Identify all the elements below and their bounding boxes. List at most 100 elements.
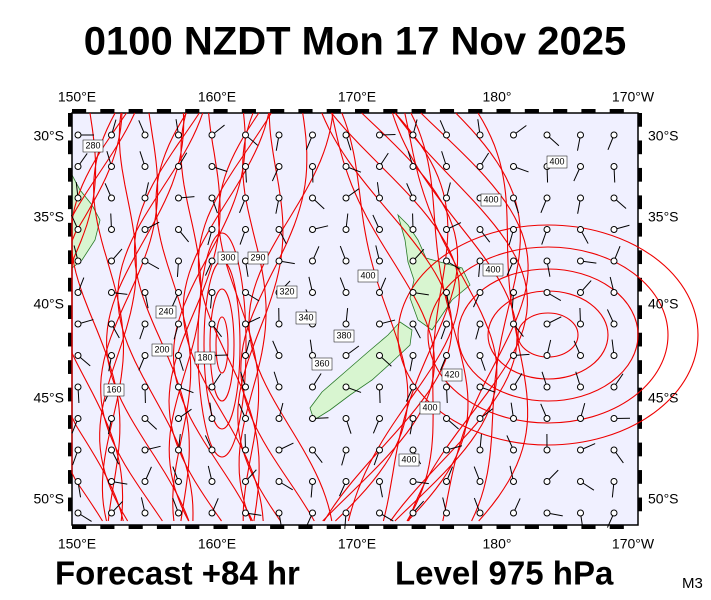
barb-station <box>175 131 182 139</box>
contour-line <box>394 112 528 522</box>
frame-tick <box>185 525 200 529</box>
barb-station <box>342 194 350 202</box>
frame-tick <box>156 109 172 113</box>
barb-station <box>208 226 216 233</box>
barb-station <box>175 383 182 391</box>
barb-station <box>543 131 551 139</box>
barb-station <box>610 131 618 139</box>
contour-label-box <box>482 263 504 277</box>
barb-station <box>74 446 82 454</box>
contour-label: 400 <box>549 156 564 166</box>
barb-station <box>309 415 316 422</box>
frame-tick <box>581 525 596 529</box>
barb-station <box>175 289 182 296</box>
frame-tick <box>213 109 228 113</box>
barb-station <box>275 163 283 170</box>
frame-tick <box>68 195 72 210</box>
barb-station <box>577 257 584 265</box>
barb-station <box>74 352 82 359</box>
contour-label-box <box>82 139 104 153</box>
barb-station <box>342 415 350 422</box>
barb-station <box>74 194 82 202</box>
barb-station <box>577 383 584 391</box>
barb-station <box>309 226 316 233</box>
barb-station <box>108 289 115 296</box>
frame-tick <box>241 109 256 113</box>
frame-tick <box>270 525 285 529</box>
barb-station <box>543 509 551 517</box>
contour-label-box <box>295 311 317 325</box>
barb-station <box>175 415 182 422</box>
barb-station <box>376 509 383 517</box>
barb-station <box>342 509 350 517</box>
frame-tick <box>355 109 370 113</box>
barb-station <box>275 226 283 233</box>
frame-tick <box>638 277 642 292</box>
barb-station <box>242 226 249 233</box>
barb-station <box>510 352 517 359</box>
contour-label-box <box>398 453 420 467</box>
barb-station <box>543 194 551 202</box>
barb-station <box>610 383 618 391</box>
barb-station <box>577 131 584 139</box>
contour-line <box>197 232 247 458</box>
barb-station <box>108 446 115 454</box>
barb-station <box>242 446 249 454</box>
barb-station <box>376 446 383 454</box>
barb-station <box>108 320 115 328</box>
barb-station <box>74 478 82 485</box>
frame-tick <box>468 525 483 529</box>
barb-station <box>610 352 618 359</box>
barb-station <box>543 446 551 454</box>
barb-station <box>275 415 283 422</box>
contour-line <box>217 112 260 521</box>
barb-station <box>342 352 350 359</box>
barb-station <box>510 383 517 391</box>
title: 0100 NZDT Mon 17 Nov 2025 <box>84 20 626 64</box>
barb-station <box>543 226 551 233</box>
lon-label: 180° <box>483 89 512 105</box>
contour-line <box>420 112 529 522</box>
barb-station <box>342 163 350 170</box>
lat-label: 30°S <box>648 128 679 144</box>
barb-station <box>108 478 115 485</box>
contour-line <box>330 112 460 522</box>
barb-station <box>376 289 383 296</box>
barb-station <box>108 194 115 202</box>
barb-station <box>242 415 249 422</box>
barb-station <box>175 352 182 359</box>
barb-station <box>275 131 283 139</box>
barb-station <box>141 478 149 485</box>
barb-station <box>610 194 618 202</box>
barb-station <box>208 289 216 296</box>
barb-station <box>141 226 149 233</box>
labels: 280 400 400 400 300 290 320 340 400 380 360 240 200 1… <box>82 139 568 467</box>
contour-line <box>427 246 669 424</box>
barb-station <box>275 478 283 485</box>
frame-tick <box>100 525 115 529</box>
barb-station <box>175 320 182 328</box>
barb-station <box>376 163 383 170</box>
frame-tick <box>72 109 87 113</box>
barb-station <box>242 383 249 391</box>
frame-tick <box>185 109 200 113</box>
lon-label: 180° <box>483 536 512 552</box>
frame-tick <box>553 109 568 113</box>
contour-line <box>335 112 409 522</box>
barb-station <box>275 383 283 391</box>
frame-tick <box>270 109 285 113</box>
barb-station <box>74 415 82 422</box>
barb-station <box>577 163 584 170</box>
barb-station <box>175 194 182 202</box>
barb-station <box>443 478 450 485</box>
barb-station <box>409 320 417 328</box>
barb-station <box>342 289 350 296</box>
barb-station <box>409 352 417 359</box>
frame-tick <box>128 525 143 529</box>
barb-station <box>376 415 383 422</box>
contour-label: 420 <box>444 369 459 379</box>
contour-line <box>240 112 315 522</box>
contour-label: 300 <box>220 252 235 262</box>
barb-station <box>342 131 350 139</box>
contour-line <box>397 224 699 446</box>
